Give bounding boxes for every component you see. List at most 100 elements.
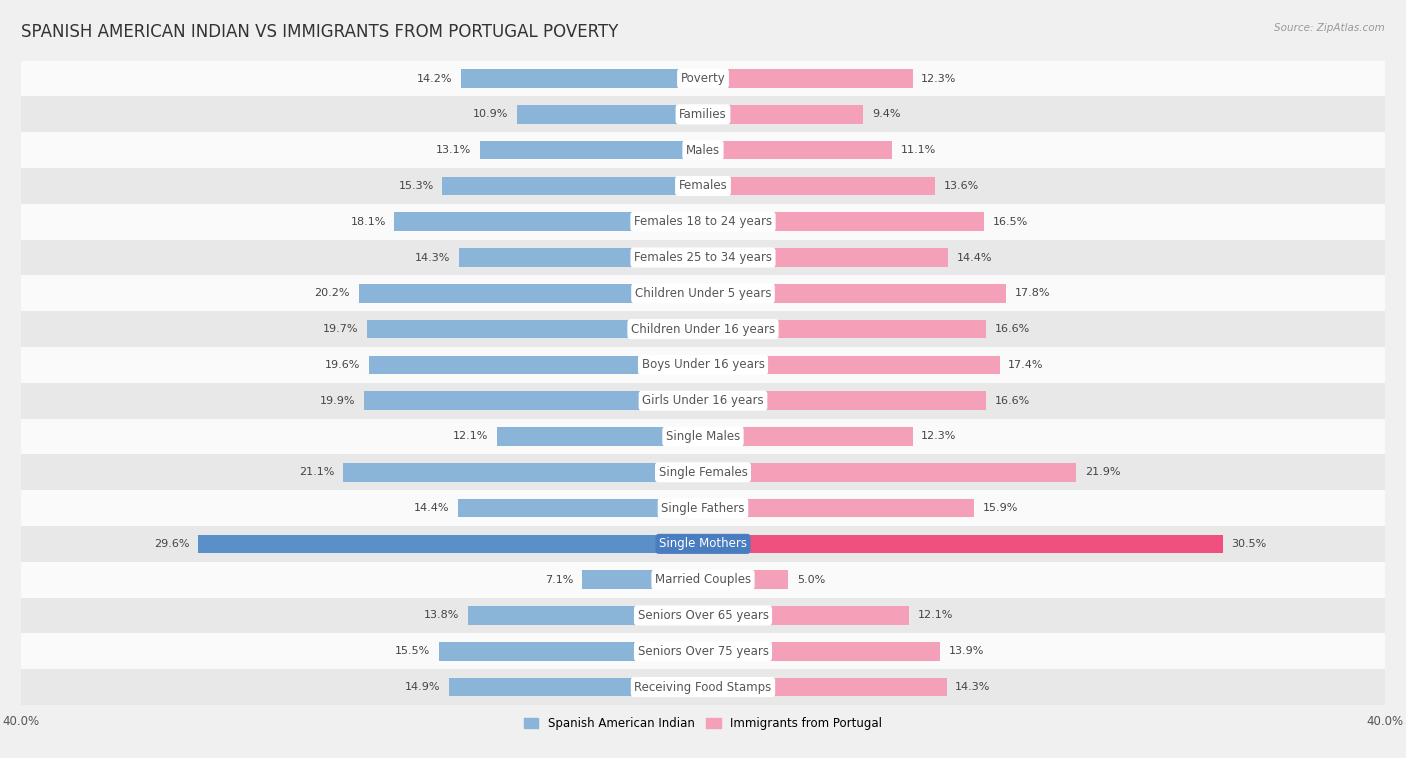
- Text: 9.4%: 9.4%: [872, 109, 900, 119]
- Text: Single Females: Single Females: [658, 465, 748, 479]
- Text: Children Under 5 years: Children Under 5 years: [634, 287, 772, 300]
- Bar: [468, 606, 703, 625]
- Text: 15.5%: 15.5%: [395, 647, 430, 656]
- Bar: [198, 534, 703, 553]
- Text: 15.9%: 15.9%: [983, 503, 1018, 513]
- Text: Females: Females: [679, 180, 727, 193]
- Text: 12.3%: 12.3%: [921, 74, 956, 83]
- Bar: [703, 391, 986, 410]
- Bar: [457, 499, 703, 518]
- Bar: [460, 248, 703, 267]
- Bar: [582, 570, 703, 589]
- Text: Families: Families: [679, 108, 727, 121]
- Text: Boys Under 16 years: Boys Under 16 years: [641, 359, 765, 371]
- Text: Girls Under 16 years: Girls Under 16 years: [643, 394, 763, 407]
- Text: SPANISH AMERICAN INDIAN VS IMMIGRANTS FROM PORTUGAL POVERTY: SPANISH AMERICAN INDIAN VS IMMIGRANTS FR…: [21, 23, 619, 41]
- Bar: [21, 418, 1385, 454]
- Text: 19.6%: 19.6%: [325, 360, 360, 370]
- Text: 14.3%: 14.3%: [415, 252, 451, 262]
- Text: 5.0%: 5.0%: [797, 575, 825, 584]
- Bar: [517, 105, 703, 124]
- Text: 16.5%: 16.5%: [993, 217, 1028, 227]
- Bar: [21, 347, 1385, 383]
- Bar: [703, 212, 984, 231]
- Text: 18.1%: 18.1%: [350, 217, 385, 227]
- Text: 12.1%: 12.1%: [453, 431, 488, 441]
- Text: 20.2%: 20.2%: [315, 288, 350, 299]
- Bar: [703, 534, 1223, 553]
- Text: 30.5%: 30.5%: [1232, 539, 1267, 549]
- Text: Children Under 16 years: Children Under 16 years: [631, 323, 775, 336]
- Text: Seniors Over 75 years: Seniors Over 75 years: [637, 645, 769, 658]
- Text: 13.8%: 13.8%: [423, 610, 460, 621]
- Text: 14.3%: 14.3%: [955, 682, 991, 692]
- Bar: [703, 356, 1000, 374]
- Bar: [479, 141, 703, 159]
- Bar: [703, 570, 789, 589]
- Bar: [364, 391, 703, 410]
- Text: Single Males: Single Males: [666, 430, 740, 443]
- Text: 14.4%: 14.4%: [413, 503, 449, 513]
- Bar: [368, 356, 703, 374]
- Bar: [703, 428, 912, 446]
- Legend: Spanish American Indian, Immigrants from Portugal: Spanish American Indian, Immigrants from…: [519, 712, 887, 735]
- Text: 14.9%: 14.9%: [405, 682, 440, 692]
- Bar: [21, 634, 1385, 669]
- Bar: [21, 669, 1385, 705]
- Bar: [703, 320, 986, 338]
- Text: 17.8%: 17.8%: [1015, 288, 1050, 299]
- Text: 21.9%: 21.9%: [1085, 467, 1121, 478]
- Bar: [703, 141, 893, 159]
- Text: Single Mothers: Single Mothers: [659, 537, 747, 550]
- Text: 13.6%: 13.6%: [943, 181, 979, 191]
- Bar: [703, 642, 941, 660]
- Bar: [21, 454, 1385, 490]
- Bar: [359, 284, 703, 302]
- Text: Males: Males: [686, 143, 720, 157]
- Bar: [703, 463, 1077, 481]
- Bar: [367, 320, 703, 338]
- Bar: [21, 312, 1385, 347]
- Bar: [703, 284, 1007, 302]
- Bar: [703, 606, 910, 625]
- Text: 7.1%: 7.1%: [546, 575, 574, 584]
- Bar: [703, 105, 863, 124]
- Text: 15.3%: 15.3%: [398, 181, 433, 191]
- Bar: [395, 212, 703, 231]
- Text: 16.6%: 16.6%: [994, 324, 1029, 334]
- Bar: [21, 132, 1385, 168]
- Bar: [21, 61, 1385, 96]
- Text: 21.1%: 21.1%: [299, 467, 335, 478]
- Bar: [703, 248, 949, 267]
- Bar: [21, 168, 1385, 204]
- Bar: [703, 678, 946, 697]
- Text: Source: ZipAtlas.com: Source: ZipAtlas.com: [1274, 23, 1385, 33]
- Text: 19.7%: 19.7%: [323, 324, 359, 334]
- Text: 17.4%: 17.4%: [1008, 360, 1043, 370]
- Text: Seniors Over 65 years: Seniors Over 65 years: [637, 609, 769, 622]
- Bar: [703, 177, 935, 196]
- Bar: [21, 383, 1385, 418]
- Bar: [496, 428, 703, 446]
- Text: 12.1%: 12.1%: [918, 610, 953, 621]
- Bar: [21, 96, 1385, 132]
- Bar: [21, 240, 1385, 275]
- Text: Married Couples: Married Couples: [655, 573, 751, 586]
- Bar: [21, 597, 1385, 634]
- Bar: [703, 499, 974, 518]
- Text: Single Fathers: Single Fathers: [661, 502, 745, 515]
- Text: 11.1%: 11.1%: [901, 145, 936, 155]
- Bar: [21, 204, 1385, 240]
- Text: Receiving Food Stamps: Receiving Food Stamps: [634, 681, 772, 694]
- Text: 13.1%: 13.1%: [436, 145, 471, 155]
- Text: 12.3%: 12.3%: [921, 431, 956, 441]
- Text: 29.6%: 29.6%: [155, 539, 190, 549]
- Bar: [343, 463, 703, 481]
- Bar: [21, 562, 1385, 597]
- Text: Females 18 to 24 years: Females 18 to 24 years: [634, 215, 772, 228]
- Text: 13.9%: 13.9%: [949, 647, 984, 656]
- Bar: [441, 177, 703, 196]
- Text: 14.2%: 14.2%: [418, 74, 453, 83]
- Bar: [461, 69, 703, 88]
- Bar: [703, 69, 912, 88]
